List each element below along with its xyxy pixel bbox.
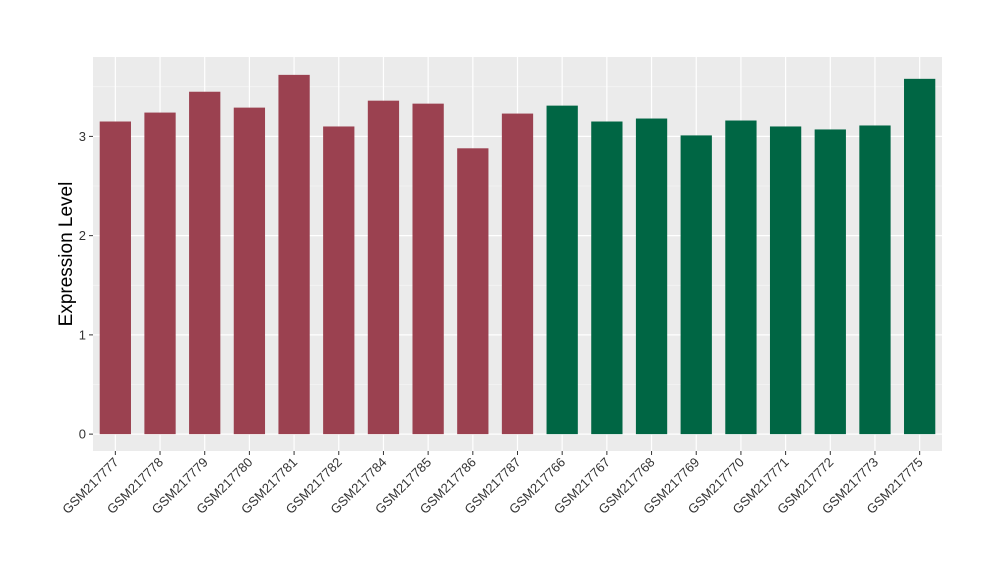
bar [546,105,578,435]
bars [99,74,936,435]
bar [591,121,623,435]
bar [859,125,891,435]
x-axis: GSM217777GSM217778GSM217779GSM217780GSM2… [59,451,926,517]
bar [635,118,668,435]
bar [680,135,712,435]
bar [457,148,489,435]
bar [189,91,221,435]
bar [412,103,444,435]
bar [725,120,757,435]
y-tick-label: 0 [79,427,86,442]
bar [501,113,534,435]
bar [814,129,846,435]
bar [99,121,131,435]
bar [769,126,802,435]
y-axis-title: Expression Level [56,182,77,327]
bar [367,100,400,435]
y-axis: 0 1 2 3 [79,129,93,442]
y-tick-label: 1 [79,327,86,342]
bar [323,126,355,435]
bar [278,74,310,435]
y-tick-label: 3 [79,129,86,144]
bar [233,107,266,435]
bar [904,78,936,435]
bar [144,112,176,435]
y-tick-label: 2 [79,228,86,243]
